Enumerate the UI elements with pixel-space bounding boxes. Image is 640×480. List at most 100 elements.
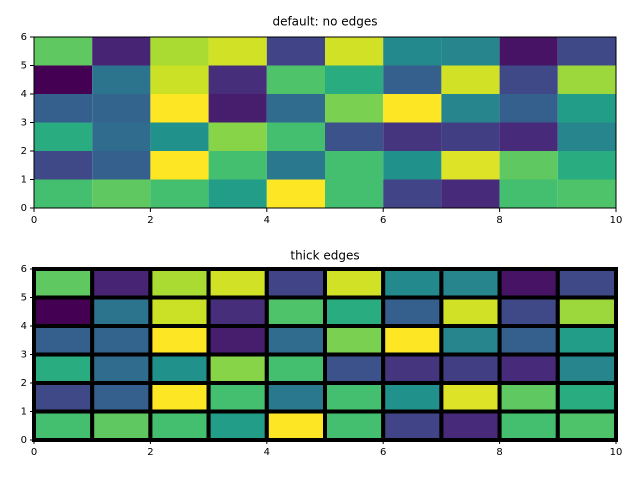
cell (555, 324, 618, 357)
cell (264, 381, 327, 414)
cell (34, 94, 93, 123)
cell (323, 324, 386, 357)
cell (90, 381, 153, 414)
cell (208, 37, 267, 66)
cell (381, 267, 444, 300)
chart-title: thick edges (290, 249, 359, 263)
cell (206, 267, 269, 300)
y-tick-label: 4 (21, 321, 27, 332)
cell (206, 381, 269, 414)
cell (323, 352, 386, 385)
x-tick-label: 4 (264, 215, 270, 226)
cell (497, 295, 560, 328)
cell (557, 151, 616, 180)
cell (439, 409, 502, 442)
cell (32, 381, 95, 414)
cell (90, 352, 153, 385)
cell (325, 151, 384, 180)
cell (383, 122, 442, 151)
cell (90, 267, 153, 300)
cell (150, 65, 209, 94)
cell (497, 352, 560, 385)
cell (32, 324, 95, 357)
cell (383, 37, 442, 66)
x-tick-label: 2 (147, 447, 153, 458)
cell (381, 409, 444, 442)
cell (148, 324, 211, 357)
cell (206, 295, 269, 328)
cell (92, 94, 151, 123)
cell (92, 37, 151, 66)
cell (266, 37, 325, 66)
y-tick-label: 5 (21, 293, 27, 304)
cell (499, 179, 558, 208)
cell (557, 179, 616, 208)
cell (266, 94, 325, 123)
cell (441, 122, 500, 151)
x-tick-label: 10 (610, 447, 623, 458)
cell (325, 94, 384, 123)
cell (208, 94, 267, 123)
cell (32, 267, 95, 300)
cell (206, 409, 269, 442)
cell (325, 65, 384, 94)
y-tick-label: 6 (21, 264, 27, 275)
cell (148, 295, 211, 328)
cell (441, 94, 500, 123)
cell (499, 65, 558, 94)
x-tick-label: 6 (380, 447, 386, 458)
cell (264, 295, 327, 328)
cell (150, 151, 209, 180)
y-tick-label: 5 (21, 61, 27, 72)
cell (264, 352, 327, 385)
cell (555, 409, 618, 442)
cell (381, 324, 444, 357)
cell (90, 409, 153, 442)
cell (34, 151, 93, 180)
cell (323, 295, 386, 328)
cell (439, 381, 502, 414)
cell (323, 381, 386, 414)
x-tick-label: 8 (496, 215, 502, 226)
cell (499, 151, 558, 180)
y-tick-label: 6 (21, 32, 27, 43)
cell (266, 151, 325, 180)
cell (383, 179, 442, 208)
y-tick-label: 2 (21, 378, 27, 389)
x-tick-label: 0 (31, 215, 37, 226)
x-tick-label: 10 (610, 215, 623, 226)
cell (264, 267, 327, 300)
chart-title: default: no edges (272, 15, 377, 29)
cell (557, 122, 616, 151)
cell (32, 352, 95, 385)
x-tick-label: 2 (147, 215, 153, 226)
cell (150, 179, 209, 208)
cell (499, 122, 558, 151)
cell (555, 381, 618, 414)
cell (555, 352, 618, 385)
cell (148, 267, 211, 300)
cell (264, 409, 327, 442)
y-tick-label: 3 (21, 350, 27, 361)
cell (555, 295, 618, 328)
cell (497, 381, 560, 414)
cell (439, 267, 502, 300)
y-tick-label: 4 (21, 89, 27, 100)
cell (32, 409, 95, 442)
cell (499, 94, 558, 123)
cell (208, 65, 267, 94)
cell (206, 352, 269, 385)
cell (208, 151, 267, 180)
cell (441, 151, 500, 180)
y-tick-label: 0 (21, 435, 27, 446)
cell (34, 65, 93, 94)
y-tick-label: 0 (21, 203, 27, 214)
cell (208, 179, 267, 208)
cell (34, 122, 93, 151)
cell (148, 352, 211, 385)
cell (34, 37, 93, 66)
cell (325, 37, 384, 66)
cell (148, 409, 211, 442)
cell (150, 37, 209, 66)
